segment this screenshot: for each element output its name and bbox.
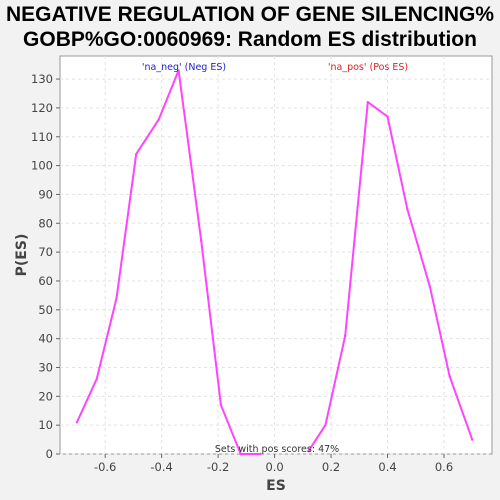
y-tick-label: 80 (38, 216, 53, 230)
pos-es-series-point (471, 438, 474, 441)
x-tick-label: -0.2 (207, 460, 229, 474)
pos-es-series-point (448, 374, 451, 378)
neg-es-series-point (239, 452, 242, 456)
y-tick-label: 130 (31, 72, 53, 86)
chart-title-line1: NEGATIVE REGULATION OF GENE SILENCING% (6, 3, 494, 26)
pos-es-series-point (366, 100, 369, 104)
y-tick-label: 0 (46, 447, 53, 461)
neg-es-series-point (177, 69, 180, 72)
neg-es-series-point (75, 421, 79, 424)
y-tick-label: 50 (38, 303, 53, 317)
y-tick-label: 10 (38, 418, 53, 432)
neg-es-series-point (157, 118, 161, 121)
x-tick-label: 0.4 (378, 460, 396, 474)
axis-ticks: -0.6 -0.4 -0.2 0.0 0.2 0.4 0.6 0 10 20 30 40 50 60 70 8… (31, 72, 453, 474)
legend-neg-es: 'na_neg' (Neg ES) (142, 62, 226, 73)
pos-scores-annotation: Sets with pos scores: 47% (215, 444, 339, 455)
neg-es-series-point (135, 152, 138, 156)
y-tick-label: 40 (38, 332, 53, 346)
y-tick-label: 70 (38, 245, 53, 259)
y-tick-label: 110 (31, 130, 53, 144)
y-tick-label: 20 (38, 389, 53, 403)
y-tick-label: 30 (38, 360, 53, 374)
data-series (75, 69, 474, 456)
neg-es-series-line (75, 69, 261, 455)
legend-pos-es: 'na_pos' (Pos ES) (328, 62, 408, 73)
pos-es-series-point (307, 449, 310, 453)
x-axis-label: ES (266, 478, 286, 494)
y-tick-label: 120 (31, 101, 53, 115)
pos-es-series-point (324, 423, 327, 427)
pos-es-series-point (386, 115, 389, 118)
y-tick-label: 100 (31, 159, 53, 173)
x-tick-label: -0.6 (94, 460, 116, 474)
neg-es-series-point (199, 239, 203, 242)
y-tick-label: 60 (38, 274, 53, 288)
y-tick-label: 90 (38, 187, 53, 201)
pos-es-series-point (428, 285, 432, 288)
x-tick-label: 0.0 (265, 460, 283, 474)
neg-es-series-point (115, 297, 118, 300)
neg-es-series-point (219, 403, 223, 407)
neg-es-series-point (259, 452, 262, 456)
grid-lines (60, 56, 492, 455)
y-axis-label: P(ES) (14, 234, 30, 277)
pos-es-series-point (406, 207, 409, 211)
x-tick-label: -0.4 (150, 460, 172, 474)
neg-es-series-point (95, 377, 98, 381)
pos-es-series-point (343, 334, 347, 337)
x-tick-label: 0.6 (435, 460, 453, 474)
x-tick-label: 0.2 (322, 460, 340, 474)
plot-area (59, 55, 493, 455)
chart-title-line2: GOBP%GO:0060969: Random ES distribution (23, 28, 477, 51)
